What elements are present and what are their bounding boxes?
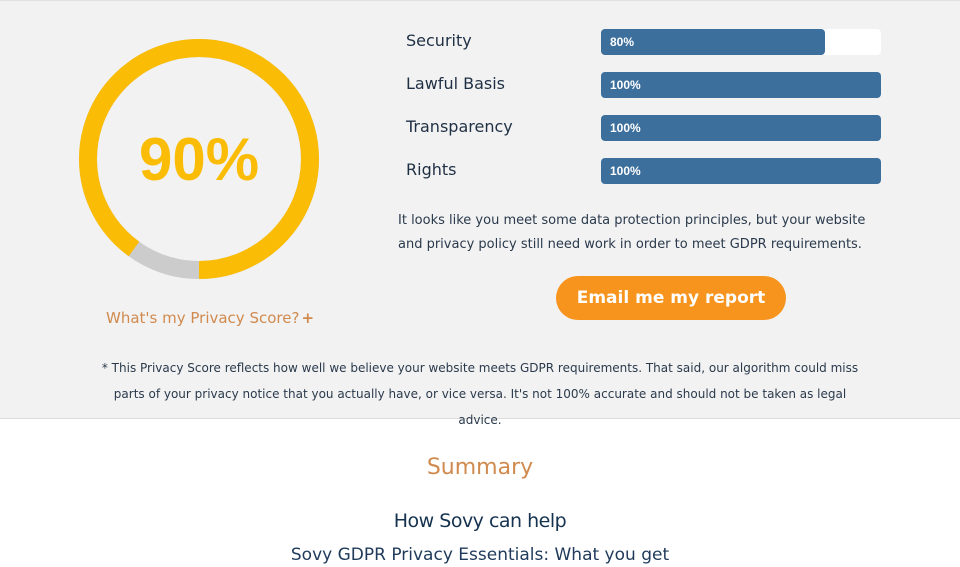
- metric-bar-lawful-basis: 100%: [601, 72, 881, 98]
- score-verdict-text: It looks like you meet some data protect…: [398, 213, 866, 252]
- email-report-button[interactable]: Email me my report: [556, 276, 786, 320]
- metric-bar-fill-lawful-basis: 100%: [601, 72, 881, 98]
- privacy-score-panel: 90% What's my Privacy Score? + Security 8…: [0, 0, 960, 427]
- privacy-essentials-heading: Sovy GDPR Privacy Essentials: What you g…: [290, 545, 670, 565]
- metric-bar-fill-rights: 100%: [601, 158, 881, 184]
- how-sovy-can-help-heading: How Sovy can help: [393, 510, 567, 532]
- privacy-score-info-link[interactable]: What's my Privacy Score? +: [106, 309, 314, 327]
- privacy-score-ring: 90%: [78, 38, 320, 280]
- metric-label-rights: Rights: [406, 160, 457, 179]
- score-disclaimer: * This Privacy Score reflects how well w…: [101, 361, 859, 427]
- privacy-score-info-label: What's my Privacy Score?: [106, 309, 300, 327]
- metric-label-transparency: Transparency: [406, 117, 513, 136]
- privacy-score-value: 90%: [138, 125, 260, 193]
- metric-bar-security: 80%: [601, 29, 881, 55]
- metric-bar-fill-security: 80%: [601, 29, 825, 55]
- metric-label-security: Security: [406, 31, 472, 50]
- metric-label-lawful-basis: Lawful Basis: [406, 74, 506, 93]
- summary-heading: Summary: [426, 455, 534, 480]
- metric-bar-transparency: 100%: [601, 115, 881, 141]
- metric-bar-fill-transparency: 100%: [601, 115, 881, 141]
- score-ring-chart: [79, 39, 319, 279]
- metric-bar-rights: 100%: [601, 158, 881, 184]
- plus-icon: +: [301, 309, 315, 327]
- score-ring-fill: [79, 39, 319, 279]
